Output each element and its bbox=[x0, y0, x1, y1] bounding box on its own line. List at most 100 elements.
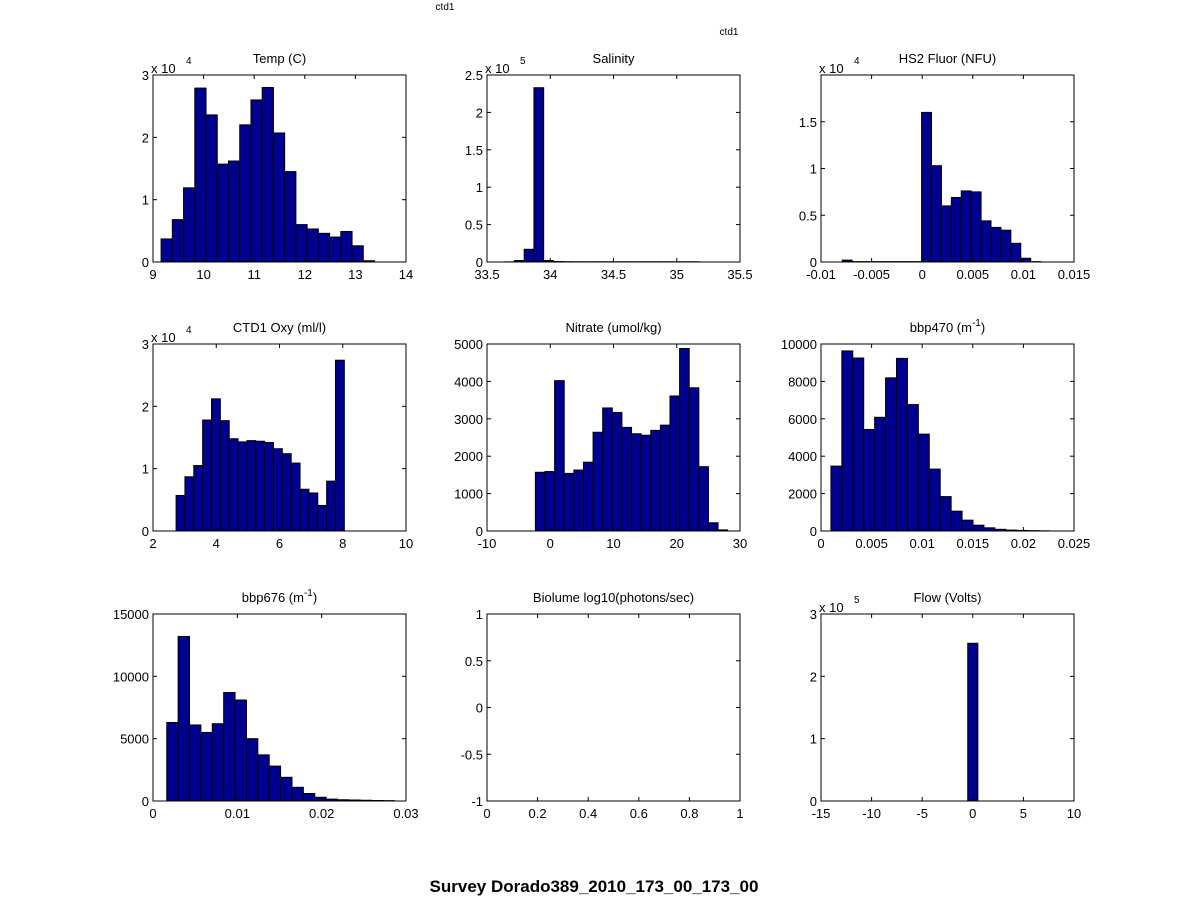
histogram-bar bbox=[290, 462, 301, 532]
histogram-bar bbox=[257, 754, 270, 802]
axes-background bbox=[487, 75, 740, 262]
y-tick-label: 0 bbox=[142, 524, 149, 539]
y-tick-label: 1 bbox=[476, 180, 483, 195]
histogram-bar bbox=[631, 433, 642, 532]
x-tick-label: 0.01 bbox=[1011, 267, 1036, 282]
histogram-bar bbox=[980, 220, 992, 263]
y-tick-label: 2000 bbox=[454, 449, 483, 464]
x-tick-label: -10 bbox=[862, 806, 881, 821]
histogram-bar bbox=[931, 165, 942, 263]
histogram-bar bbox=[299, 488, 310, 532]
histogram-bar bbox=[268, 765, 282, 802]
subplot-7: 0 0.01 0.02 0.03 0 5000 10000 15000 bbp676 (m-1) bbox=[113, 588, 419, 821]
subplot-title: bbp676 (m-1) bbox=[242, 588, 317, 605]
histogram-bar bbox=[184, 476, 195, 532]
y-tick-label: -1 bbox=[471, 794, 483, 809]
histogram-bar bbox=[1010, 242, 1022, 263]
subplot-2: 33.5 34 34.5 35 35.5 0 0.5 1 1.5 2 2.5 x 10 5 Salinit… bbox=[465, 51, 753, 282]
y-tick-label: 1000 bbox=[454, 487, 483, 502]
histogram-bar bbox=[340, 230, 353, 263]
histogram-bar bbox=[308, 492, 319, 532]
x-tick-label: 8 bbox=[339, 536, 346, 551]
x-tick-label: 12 bbox=[298, 267, 312, 282]
histogram-bar bbox=[830, 465, 843, 532]
histogram-bar bbox=[950, 510, 963, 532]
y-tick-label: 1 bbox=[810, 162, 817, 177]
y-tick-label: 6000 bbox=[788, 412, 817, 427]
axis-exponent-power: 5 bbox=[520, 56, 526, 67]
x-tick-label: 0 bbox=[483, 806, 490, 821]
histogram-bar bbox=[611, 411, 623, 532]
histogram-bar bbox=[239, 124, 252, 263]
histogram-bar bbox=[302, 793, 316, 802]
histogram-bar bbox=[250, 99, 263, 263]
axis-exponent-label: x 10 bbox=[819, 61, 844, 76]
histogram-bar bbox=[334, 359, 345, 532]
axis-exponent-label: x 10 bbox=[819, 600, 844, 615]
axes-frame bbox=[152, 613, 407, 802]
histogram-bar bbox=[972, 524, 985, 532]
histogram-bar bbox=[698, 466, 709, 532]
histogram-bar bbox=[175, 494, 186, 532]
histogram-bar bbox=[317, 232, 331, 263]
histogram-bar bbox=[227, 160, 241, 263]
subplot-title: Salinity bbox=[593, 51, 635, 66]
histogram-bar bbox=[841, 350, 854, 532]
histogram-bar bbox=[563, 472, 575, 532]
histogram-bar bbox=[205, 114, 218, 263]
x-tick-label: 0.01 bbox=[225, 806, 250, 821]
y-tick-label: 2 bbox=[142, 130, 149, 145]
y-tick-label: 3 bbox=[810, 607, 817, 622]
y-tick-label: 1 bbox=[142, 462, 149, 477]
x-tick-label: 0.01 bbox=[910, 536, 935, 551]
axis-exponent-power: 4 bbox=[186, 325, 192, 336]
y-tick-label: 0 bbox=[810, 255, 817, 270]
subplot-6: 0 0.005 0.01 0.015 0.02 0.025 0 2000 4000 6000 800… bbox=[781, 318, 1090, 551]
axis-exponent-label: x 10 bbox=[151, 61, 176, 76]
histogram-bar bbox=[177, 635, 191, 802]
y-tick-label: 1 bbox=[810, 732, 817, 747]
y-tick-label: 0 bbox=[142, 794, 149, 809]
subplot-3: -0.01 -0.005 0 0.005 0.01 0.015 0 0.5 1 1.5 x 10 4 H… bbox=[799, 51, 1090, 282]
histogram-bar bbox=[211, 398, 221, 532]
y-tick-label: 0 bbox=[810, 524, 817, 539]
x-tick-label: 30 bbox=[733, 536, 747, 551]
histogram-bar bbox=[189, 724, 202, 802]
axis-exponent-power: 4 bbox=[186, 56, 192, 67]
histogram-bar bbox=[295, 224, 308, 263]
y-tick-label: 0.5 bbox=[465, 654, 483, 669]
x-tick-label: 0.02 bbox=[1011, 536, 1036, 551]
histogram-bar bbox=[950, 196, 962, 263]
subplot-8: 0 0.2 0.4 0.6 0.8 1 -1 -0.5 0 0.5 1 Biolume log10(p… bbox=[461, 590, 744, 821]
histogram-bar bbox=[659, 424, 671, 532]
y-tick-label: 0.5 bbox=[465, 218, 483, 233]
figure-label-right: ctd1 bbox=[720, 27, 739, 38]
histogram-bar bbox=[582, 461, 594, 532]
histogram-bar bbox=[602, 407, 613, 532]
histogram-bar bbox=[280, 776, 293, 802]
figure-suptitle: Survey Dorado389_2010_173_00_173_00 bbox=[430, 877, 759, 896]
histogram-bar bbox=[970, 191, 982, 263]
x-tick-label: -5 bbox=[916, 806, 928, 821]
histogram-bar bbox=[863, 428, 876, 532]
y-tick-label: 2 bbox=[476, 105, 483, 120]
x-tick-label: 20 bbox=[670, 536, 684, 551]
histogram-bar bbox=[272, 132, 286, 263]
histogram-bar bbox=[245, 738, 259, 802]
histogram-bar bbox=[228, 438, 239, 532]
histogram-bar bbox=[940, 205, 952, 263]
axes-frame bbox=[820, 613, 1075, 802]
x-tick-label: 35 bbox=[670, 267, 684, 282]
x-tick-label: 9 bbox=[149, 267, 156, 282]
y-tick-label: 10000 bbox=[781, 337, 817, 352]
subplot-title: bbp470 (m-1) bbox=[910, 318, 985, 335]
histogram-bar bbox=[650, 429, 661, 532]
x-tick-label: 34.5 bbox=[601, 267, 626, 282]
y-tick-label: 0 bbox=[476, 701, 483, 716]
axes-frame bbox=[152, 74, 407, 263]
histogram-bar bbox=[306, 228, 319, 263]
y-tick-label: 5000 bbox=[454, 337, 483, 352]
histogram-bar bbox=[284, 171, 297, 263]
